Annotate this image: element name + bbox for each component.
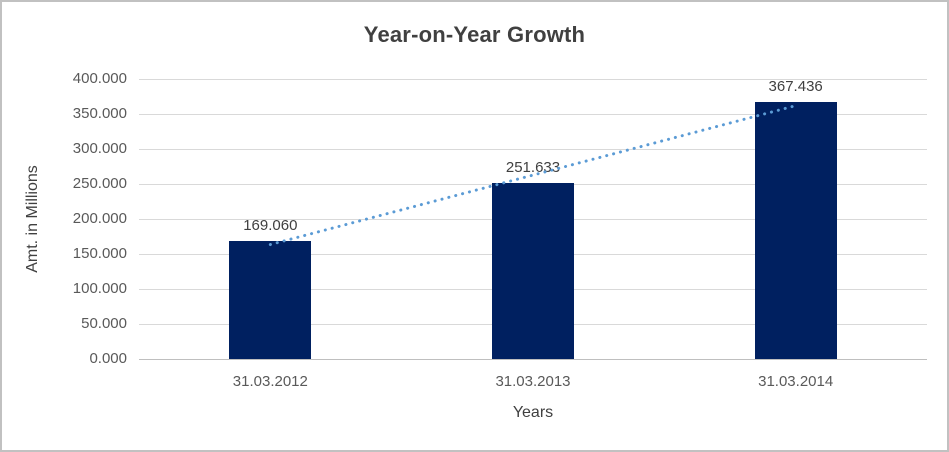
x-tick-label: 31.03.2013	[495, 373, 571, 390]
y-tick-label: 250.000	[72, 175, 127, 192]
y-tick-label: 50.000	[81, 315, 127, 332]
y-tick-label: 200.000	[72, 210, 127, 227]
bar-data-label: 169.060	[243, 216, 298, 234]
bar	[492, 182, 574, 359]
x-axis-line	[139, 359, 927, 360]
x-tick-label: 31.03.2014	[758, 373, 834, 390]
y-tick-label: 400.000	[72, 70, 127, 87]
y-tick-label: 150.000	[72, 245, 127, 262]
y-tick-label: 300.000	[72, 140, 127, 157]
y-tick-label: 350.000	[72, 105, 127, 122]
x-tick-label: 31.03.2012	[232, 373, 308, 390]
bar	[229, 240, 312, 359]
bar	[754, 101, 837, 359]
gridline	[139, 114, 927, 115]
x-axis-title: Years	[512, 404, 554, 421]
trendline	[268, 104, 798, 247]
bar-data-label: 367.436	[768, 77, 823, 95]
y-tick-label: 0.000	[89, 350, 127, 367]
y-tick-label: 100.000	[72, 280, 127, 297]
trendline-line	[268, 104, 798, 247]
gridline	[139, 149, 927, 150]
bar-data-label: 251.633	[505, 158, 561, 176]
chart-title: Year-on-Year Growth	[363, 22, 586, 47]
gridline	[139, 79, 927, 80]
